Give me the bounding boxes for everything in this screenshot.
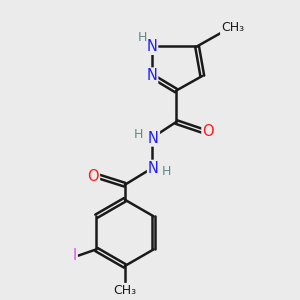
- Text: H: H: [134, 128, 143, 141]
- Text: H: H: [162, 165, 171, 178]
- Text: CH₃: CH₃: [221, 21, 244, 34]
- Text: I: I: [73, 248, 77, 263]
- Text: N: N: [148, 130, 159, 146]
- Text: N: N: [146, 39, 157, 54]
- Text: O: O: [87, 169, 99, 184]
- Text: N: N: [148, 161, 159, 176]
- Text: CH₃: CH₃: [113, 284, 136, 297]
- Text: N: N: [146, 68, 157, 83]
- Text: H: H: [137, 31, 147, 44]
- Text: O: O: [202, 124, 214, 139]
